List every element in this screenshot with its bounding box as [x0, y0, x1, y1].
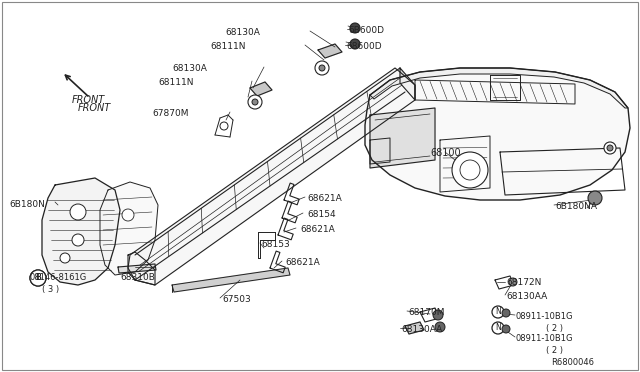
Circle shape [248, 95, 262, 109]
Polygon shape [100, 182, 158, 275]
Circle shape [509, 278, 517, 286]
Text: 68130AA: 68130AA [506, 292, 547, 301]
Polygon shape [405, 322, 424, 334]
Text: ( 2 ): ( 2 ) [546, 324, 563, 333]
Text: 68130AA: 68130AA [401, 325, 442, 334]
Circle shape [72, 234, 84, 246]
Circle shape [452, 152, 488, 188]
Polygon shape [128, 68, 415, 285]
Polygon shape [118, 264, 156, 273]
Text: FRONT: FRONT [72, 95, 105, 105]
Polygon shape [318, 44, 342, 58]
Circle shape [350, 39, 360, 49]
Circle shape [492, 306, 504, 318]
Polygon shape [250, 82, 272, 96]
Text: 68621A: 68621A [300, 225, 335, 234]
Text: 67870M: 67870M [152, 109, 189, 118]
Text: R6800046: R6800046 [551, 358, 594, 367]
Text: 68100: 68100 [430, 148, 461, 158]
Circle shape [502, 325, 510, 333]
Polygon shape [400, 68, 415, 100]
Circle shape [315, 61, 329, 75]
Text: FRONT: FRONT [78, 103, 111, 113]
Text: 08146-8161G: 08146-8161G [30, 273, 87, 282]
Circle shape [604, 142, 616, 154]
Circle shape [60, 253, 70, 263]
Text: 68130A: 68130A [225, 28, 260, 37]
Circle shape [220, 122, 228, 130]
Polygon shape [42, 178, 120, 285]
Circle shape [460, 160, 480, 180]
Text: 68600D: 68600D [346, 42, 381, 51]
Text: 68154: 68154 [307, 210, 335, 219]
Text: 68621A: 68621A [285, 258, 320, 267]
Text: ( 3 ): ( 3 ) [42, 285, 59, 294]
Text: B: B [35, 273, 41, 282]
Circle shape [122, 209, 134, 221]
Circle shape [30, 270, 46, 286]
Circle shape [588, 191, 602, 205]
Text: 08911-10B1G: 08911-10B1G [516, 312, 573, 321]
Circle shape [502, 309, 510, 317]
Polygon shape [365, 68, 630, 200]
Text: N: N [495, 324, 501, 333]
Circle shape [30, 270, 46, 286]
Text: ( 2 ): ( 2 ) [546, 346, 563, 355]
Polygon shape [370, 108, 435, 168]
Text: N: N [495, 308, 501, 317]
Text: 68310B: 68310B [120, 273, 155, 282]
Text: 68172N: 68172N [506, 278, 541, 287]
Polygon shape [370, 68, 628, 108]
Circle shape [70, 204, 86, 220]
Text: 68111N: 68111N [210, 42, 246, 51]
Text: 68170M: 68170M [408, 308, 445, 317]
Text: 6B180N: 6B180N [9, 200, 45, 209]
Text: 68153: 68153 [261, 240, 290, 249]
Circle shape [252, 99, 258, 105]
Circle shape [607, 145, 613, 151]
Text: 6B180NA: 6B180NA [555, 202, 597, 211]
Circle shape [435, 322, 445, 332]
Circle shape [319, 65, 325, 71]
Text: 68111N: 68111N [158, 78, 193, 87]
Polygon shape [172, 268, 290, 292]
Text: 68621A: 68621A [307, 194, 342, 203]
Text: 67503: 67503 [222, 295, 251, 304]
Text: 68130A: 68130A [172, 64, 207, 73]
Circle shape [433, 310, 443, 320]
Circle shape [492, 322, 504, 334]
Circle shape [350, 23, 360, 33]
Text: B: B [35, 273, 41, 282]
Text: 6B600D: 6B600D [348, 26, 384, 35]
Text: 08911-10B1G: 08911-10B1G [516, 334, 573, 343]
